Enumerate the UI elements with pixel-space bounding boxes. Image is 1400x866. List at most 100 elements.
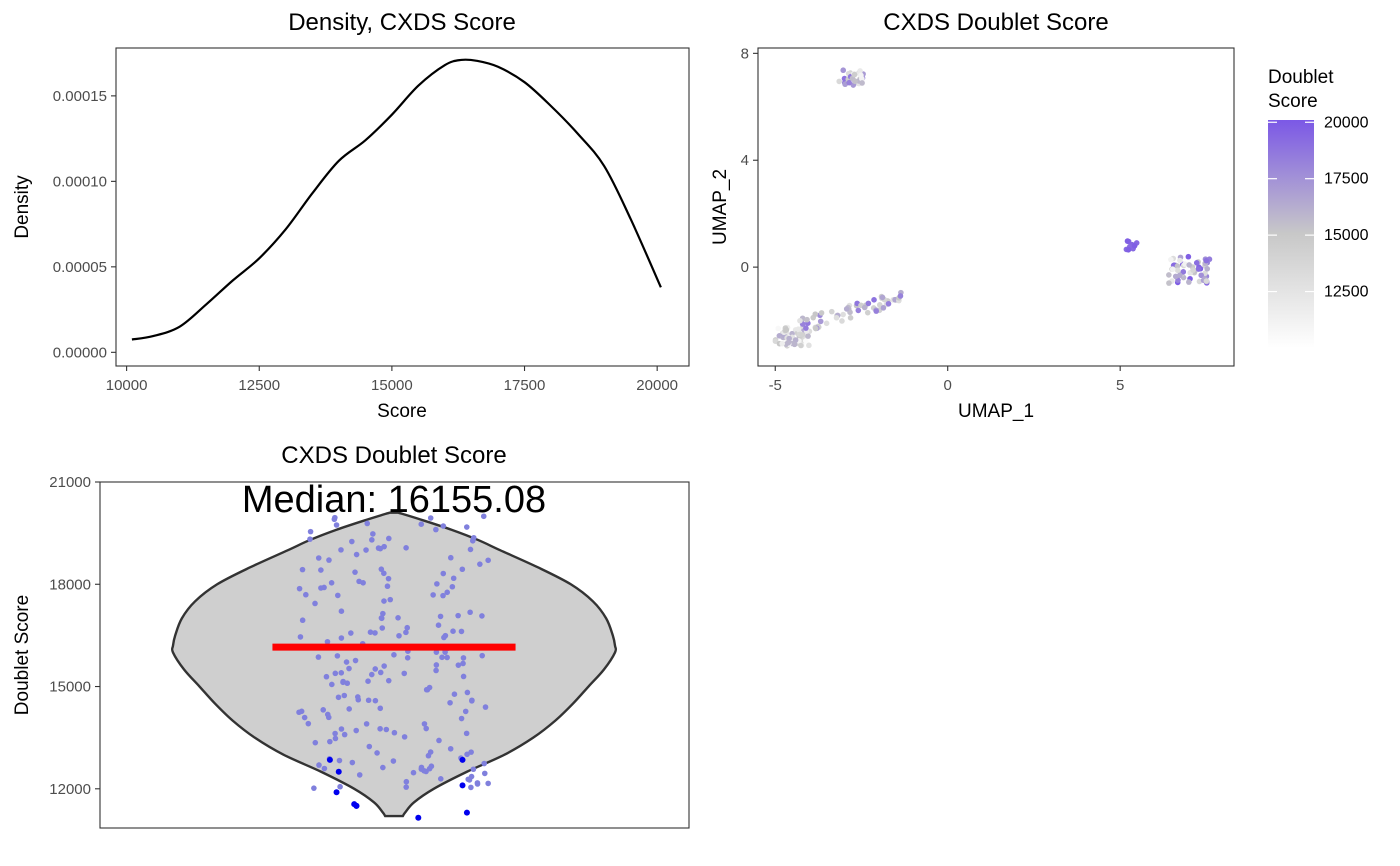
density-y-tick-label: 0.00010 (53, 173, 107, 190)
violin-point (391, 729, 398, 736)
umap-point (847, 315, 854, 321)
violin-point (439, 654, 445, 661)
violin-point (427, 515, 434, 521)
umap-point (828, 308, 835, 315)
violin-point (458, 628, 465, 635)
violin-point (450, 575, 457, 582)
violin-point (444, 654, 450, 661)
umap-point (858, 72, 864, 79)
violin-point (384, 583, 391, 590)
violin-point (296, 585, 303, 592)
violin-point (435, 622, 442, 628)
umap-point (859, 80, 865, 86)
umap-panel (757, 47, 1235, 367)
violin-point (481, 760, 487, 767)
outlier-point (353, 802, 360, 809)
violin-point (430, 592, 436, 598)
density-x-tick-label: 15000 (371, 377, 413, 394)
violin-point (367, 629, 374, 636)
violin-point (338, 547, 344, 553)
violin-point (377, 705, 384, 712)
umap-y-tick-label: 0 (741, 259, 749, 276)
violin-point (354, 694, 361, 700)
legend-tick-label: 17500 (1324, 171, 1369, 188)
umap-point (772, 338, 779, 345)
violin-point (335, 694, 342, 701)
violin-point (297, 634, 304, 640)
violin-point (378, 615, 385, 621)
violin-point (477, 561, 483, 567)
umap-point (797, 317, 803, 324)
umap-point (1174, 263, 1181, 269)
umap-point (1182, 261, 1188, 267)
umap-y-tick-label: 4 (741, 152, 749, 169)
violin-point (437, 613, 444, 620)
violin-point (311, 785, 317, 791)
violin-point (460, 655, 467, 661)
violin-point (353, 551, 360, 558)
umap-point (836, 78, 842, 85)
violin-point (467, 546, 474, 553)
density-y-tick-label: 0.00015 (53, 88, 107, 105)
umap-point (803, 325, 809, 331)
umap-point (783, 327, 790, 333)
density-panel (115, 47, 690, 367)
umap-point (1203, 278, 1210, 284)
violin-point (466, 777, 473, 783)
umap-y-label: UMAP_2 (710, 169, 731, 245)
density-curve (131, 58, 662, 341)
violin-point (396, 632, 402, 639)
umap-point (802, 338, 809, 344)
umap-point (879, 294, 886, 301)
violin-point (332, 730, 338, 737)
umap-point (804, 316, 810, 323)
violin-point (334, 653, 341, 659)
violin-point (436, 737, 442, 744)
violin-point (462, 708, 469, 715)
violin-point (418, 766, 425, 772)
umap-x-label: UMAP_1 (958, 401, 1034, 422)
violin-point (346, 706, 352, 712)
umap-point (840, 311, 846, 318)
violin-point (332, 670, 339, 677)
violin-point (455, 612, 461, 619)
violin-point (363, 721, 370, 727)
umap-point (791, 341, 798, 348)
violin-point (323, 673, 330, 680)
umap-point (833, 314, 840, 321)
violin-point (307, 528, 314, 535)
umap-point (779, 340, 786, 347)
umap-x-tick-label: 0 (944, 377, 952, 394)
violin-point (460, 673, 467, 680)
umap-point (812, 325, 819, 332)
violin-point (328, 580, 335, 586)
violin-point (433, 526, 439, 533)
umap-point (818, 310, 825, 316)
violin-point (404, 624, 411, 631)
violin-point (352, 657, 359, 664)
umap-point (1195, 266, 1202, 272)
umap-point (880, 305, 887, 311)
umap-point (885, 300, 892, 307)
legend-title: Doublet Score (1268, 67, 1339, 112)
violin-point (418, 521, 425, 528)
violin-point (440, 592, 446, 599)
umap-x-tick-label: 5 (1116, 377, 1124, 394)
violin-point (380, 764, 386, 771)
violin-point (336, 757, 343, 764)
umap-point (1166, 272, 1172, 278)
violin-y-tick-label: 15000 (49, 679, 91, 696)
outlier-point (463, 809, 470, 816)
violin-point (343, 659, 350, 665)
violin-point (391, 652, 397, 658)
violin-point (325, 714, 332, 721)
violin-point (329, 681, 335, 688)
violin-point (326, 557, 332, 563)
violin-point (449, 583, 456, 590)
violin-point (447, 699, 453, 706)
umap-point (1124, 238, 1131, 244)
violin-point (383, 726, 390, 733)
violin-point (474, 780, 481, 786)
umap-point (1174, 267, 1181, 274)
